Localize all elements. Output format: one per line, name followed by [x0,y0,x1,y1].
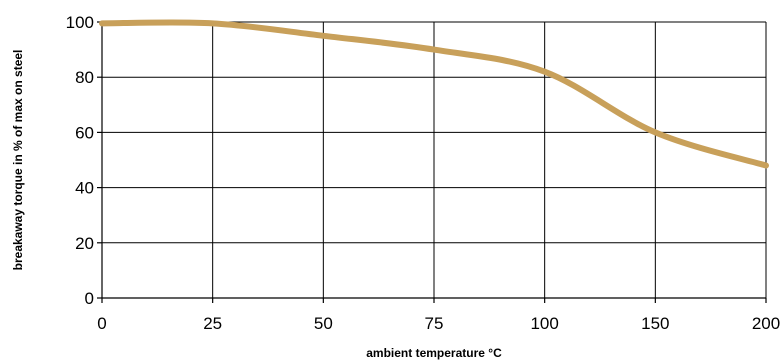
series-line-0 [99,19,769,169]
tick-labels: 0 20 40 60 80 100 0 25 50 75 100 150 200 [66,13,781,333]
y-axis-label: breakaway torque in % of max on steel [11,50,25,271]
x-tick-label-50: 50 [314,314,333,333]
y-tick-label-40: 40 [75,179,94,198]
series-layer [99,19,769,169]
y-tick-label-60: 60 [75,123,94,142]
x-tick-label-25: 25 [203,314,222,333]
x-tick-label-0: 0 [97,314,106,333]
y-tick-label-20: 20 [75,234,94,253]
y-tick-label-100: 100 [66,13,94,32]
gridlines [101,21,767,299]
x-tick-label-200: 200 [752,314,780,333]
x-tick-label-150: 150 [641,314,669,333]
y-tick-label-80: 80 [75,68,94,87]
x-tick-label-100: 100 [530,314,558,333]
y-tick-label-0: 0 [85,289,94,308]
axes [97,21,767,303]
x-axis-label: ambient temperature °C [366,346,502,360]
x-tick-label-75: 75 [425,314,444,333]
